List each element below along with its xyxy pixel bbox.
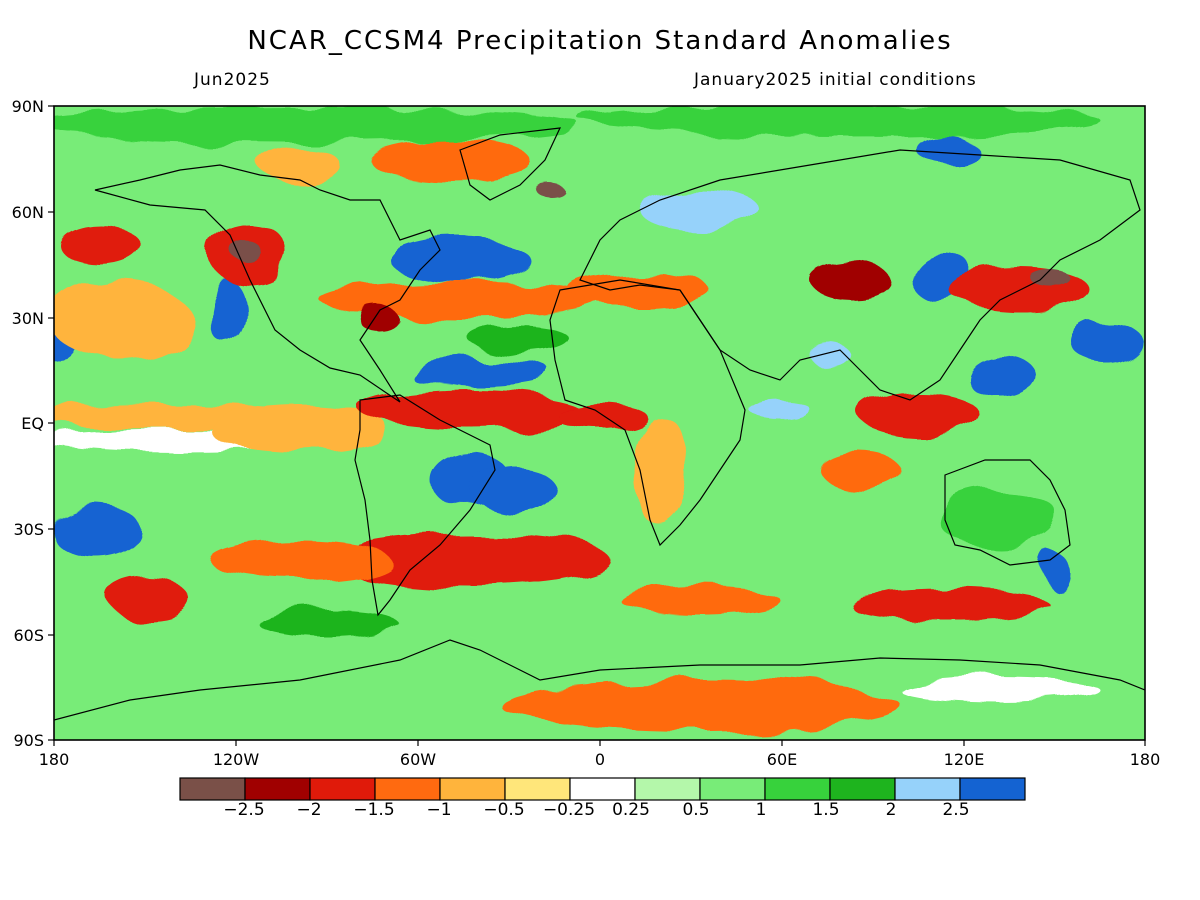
lat-label-90s: 90S [13,731,44,750]
north-america-outline [94,164,441,403]
colorbar-swatch [569,777,636,801]
colorbar-swatch [504,777,571,801]
target-month-label: Jun2025 [194,70,271,90]
colorbar-swatch [374,777,441,801]
colorbar-label: −0.25 [542,800,596,820]
colorbar-swatch [634,777,701,801]
colorbar-label: 1 [755,800,767,820]
colorbar-swatch [699,777,766,801]
lon-label-120e: 120E [943,750,985,769]
colorbar-swatch [179,777,246,801]
colorbar-swatch [959,777,1026,801]
map-field [54,106,1145,740]
colorbar-label: −2 [296,800,322,820]
lat-label-60s: 60S [13,626,44,645]
axis-ticks [48,105,1146,746]
south-america-outline [354,394,496,617]
colorbar-label: 1.5 [812,800,840,820]
lon-label-60e: 60E [766,750,798,769]
greenland-outline [459,127,562,201]
colorbar-label: −1 [426,800,452,820]
colorbar [179,777,1026,801]
lon-label-180w: 180 [38,750,70,769]
lon-label-0: 0 [594,750,606,769]
colorbar-swatch [244,777,311,801]
anomaly-patches [54,106,1145,731]
colorbar-swatch [309,777,376,801]
colorbar-swatch [829,777,896,801]
coastlines [54,127,1145,721]
colorbar-label: −1.5 [353,800,395,820]
antarctica-outline [54,639,1145,721]
colorbar-label: −2.5 [223,800,265,820]
colorbar-swatch [894,777,961,801]
lat-label-60n: 60N [11,203,44,222]
chart-title: NCAR_CCSM4 Precipitation Standard Anomal… [247,26,953,56]
colorbar-label: 0.5 [682,800,710,820]
lon-label-180e: 180 [1129,750,1161,769]
lat-label-eq: EQ [21,414,44,433]
colorbar-swatch [764,777,831,801]
australia-outline [944,459,1071,566]
init-conditions-label: January2025 initial conditions [694,70,977,90]
lat-label-30s: 30S [13,520,44,539]
eurasia-outline [579,149,1141,401]
lon-label-60w: 60W [399,750,437,769]
lon-label-120w: 120W [212,750,260,769]
colorbar-label: −0.5 [483,800,525,820]
colorbar-label: 2 [885,800,897,820]
colorbar-label: 0.25 [612,800,650,820]
colorbar-swatch [439,777,506,801]
colorbar-label: 2.5 [942,800,970,820]
lat-label-90n: 90N [11,97,44,116]
lat-label-30n: 30N [11,309,44,328]
